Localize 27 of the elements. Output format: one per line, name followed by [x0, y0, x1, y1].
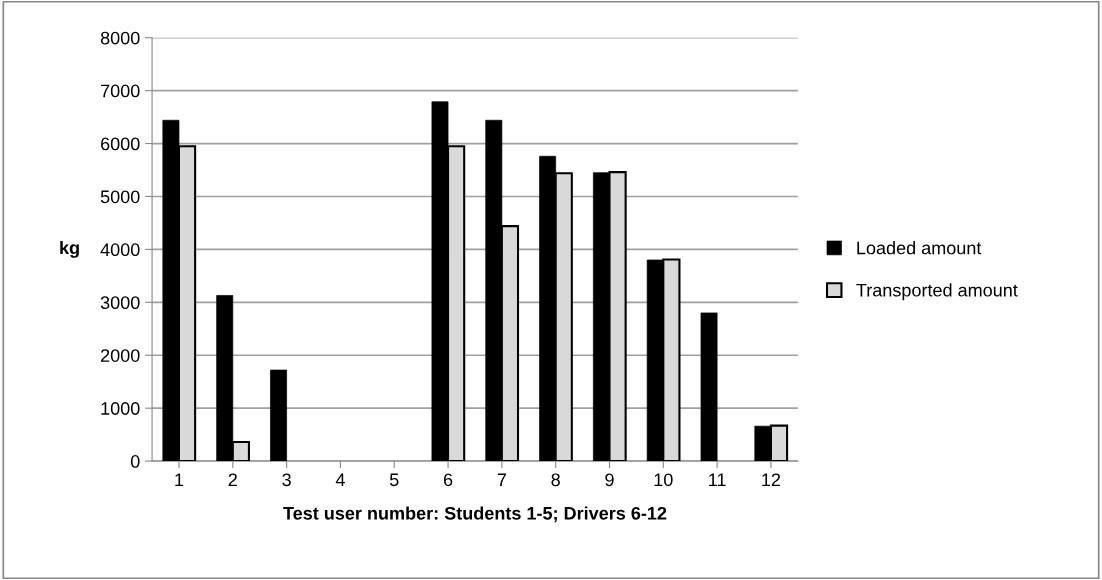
x-tick-label: 11: [709, 473, 726, 486]
x-tick-label: 1: [175, 473, 184, 486]
y-tick-label: 4000: [100, 243, 140, 257]
legend-label: Transported amount: [856, 283, 1018, 301]
x-tick-label: 5: [389, 473, 399, 487]
y-tick-label: 6000: [101, 137, 140, 151]
y-tick-label: 7000: [101, 84, 140, 98]
y-tick-label: 1000: [101, 402, 140, 415]
y-tick-label: 8000: [100, 31, 140, 45]
x-tick-label: 7: [497, 473, 506, 486]
x-tick-label: 8: [551, 473, 560, 487]
x-tick-label: 4: [335, 473, 345, 486]
y-tick-label: 5000: [100, 190, 140, 204]
x-tick-label: 2: [228, 473, 237, 486]
bar: [270, 369, 287, 462]
legend-label: Loaded amount: [857, 241, 982, 255]
bar: [700, 312, 718, 462]
x-tick-label: 9: [605, 473, 614, 487]
x-tick-label: 6: [443, 473, 453, 487]
x-tick-label: 12: [762, 473, 781, 486]
y-tick-label: 3000: [100, 296, 140, 310]
x-axis-title: Test user number: Students 1-5; Drivers 6-12: [283, 506, 667, 523]
y-tick-label: 2000: [101, 349, 140, 362]
y-tick-label: 0: [130, 455, 140, 468]
x-tick-label: 3: [282, 473, 291, 487]
y-axis-title: kg: [60, 240, 79, 258]
x-tick-label: 10: [654, 473, 673, 487]
